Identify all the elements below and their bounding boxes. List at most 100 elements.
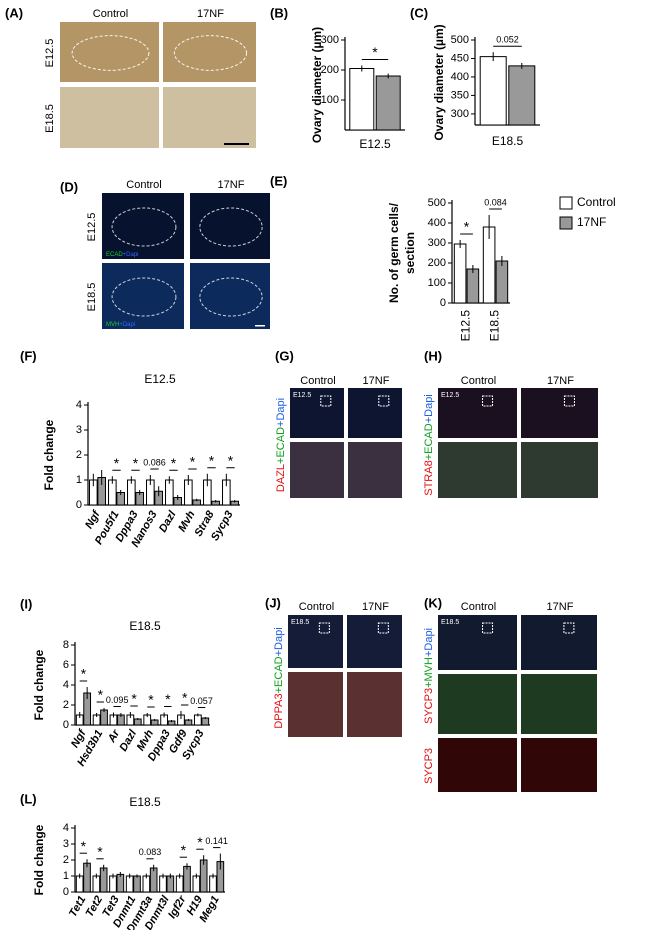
- chart-title: E12.5: [144, 372, 176, 386]
- zoom-box: [482, 395, 494, 407]
- significance-label: *: [181, 842, 187, 858]
- y-tick-label: 2: [76, 449, 82, 461]
- bar: [116, 873, 125, 893]
- panel-label: (L): [20, 791, 37, 806]
- y-tick-label: 2: [63, 699, 69, 711]
- significance-label: *: [133, 455, 139, 471]
- y-tick-label: 0: [63, 719, 69, 731]
- column-header: 17NF: [547, 601, 574, 613]
- significance-label: 0.095: [106, 695, 129, 705]
- y-axis-label: Fold change: [42, 419, 56, 490]
- stain-label: ECAD+Dapi: [106, 252, 139, 258]
- stain-label: DAZL+ECAD+Dapi: [275, 398, 287, 492]
- zoom-box: [318, 622, 330, 634]
- micrograph-image: [521, 442, 598, 498]
- y-tick-label: 200: [428, 257, 446, 269]
- y-tick-label: 0: [76, 499, 82, 511]
- column-header: 17NF: [197, 8, 224, 20]
- significance-label: 0.057: [190, 696, 213, 706]
- significance-label: 0.084: [484, 197, 507, 207]
- significance-label: *: [464, 219, 470, 235]
- legend-swatch: [559, 216, 573, 230]
- stain-label: SYCP3+MVH+Dapi: [423, 628, 435, 724]
- y-tick-label: 400: [428, 217, 446, 229]
- bar: [453, 243, 467, 304]
- bar: [99, 867, 108, 893]
- y-tick-label: 100: [321, 94, 339, 106]
- stain-part: STRA8: [423, 460, 435, 495]
- micrograph-image: [438, 388, 517, 438]
- x-tick-label: E18.5: [492, 134, 524, 148]
- micrograph-image: [521, 738, 597, 792]
- zoom-box: [377, 622, 389, 634]
- zoom-box: [563, 622, 575, 634]
- y-tick-label: 500: [428, 197, 446, 209]
- x-tick-label: E12.5: [459, 310, 473, 342]
- y-tick-label: 300: [428, 237, 446, 249]
- stain-part: SYCP3: [423, 688, 435, 724]
- y-tick-label: 6: [63, 659, 69, 671]
- stain-part: +MVH: [423, 657, 435, 688]
- stain-part: +Dapi: [423, 394, 435, 423]
- significance-label: *: [98, 687, 104, 703]
- significance-label: *: [81, 666, 87, 682]
- legend-label: 17NF: [577, 215, 606, 229]
- stain-part: DAZL: [275, 464, 287, 492]
- inset-label: E18.5: [441, 619, 459, 626]
- row-label: E18.5: [86, 283, 98, 312]
- micrograph-image: [290, 442, 344, 498]
- column-header: Control: [461, 601, 496, 613]
- significance-label: *: [190, 454, 196, 470]
- y-tick-label: 100: [428, 277, 446, 289]
- significance-label: 0.086: [143, 457, 166, 467]
- micrograph-image: [438, 442, 517, 498]
- micrograph-image: [438, 738, 517, 792]
- column-header: Control: [299, 601, 334, 613]
- micrograph-image: [288, 672, 343, 737]
- stain-part: +Dapi: [275, 398, 287, 427]
- panel-label: (F): [20, 348, 37, 363]
- y-axis-label: Fold change: [32, 824, 46, 895]
- column-header: Control: [300, 375, 335, 387]
- panel-label: (J): [265, 595, 281, 610]
- stain-label: STRA8+ECAD+Dapi: [423, 394, 435, 496]
- bar: [349, 68, 375, 131]
- micrograph-image: [102, 193, 184, 259]
- micrograph-image: [163, 22, 256, 82]
- stain-part: +ECAD: [275, 427, 287, 464]
- stain-part: +ECAD: [423, 423, 435, 460]
- tissue-outline: [199, 277, 263, 317]
- significance-label: 0.141: [205, 836, 228, 846]
- column-header: 17NF: [362, 601, 389, 613]
- zoom-box: [378, 395, 390, 407]
- bar: [183, 865, 191, 893]
- y-axis-label: Fold change: [32, 649, 46, 720]
- significance-label: *: [372, 44, 378, 60]
- micrograph-image: [521, 674, 597, 734]
- micrograph-image: [190, 193, 270, 259]
- micrograph-image: [102, 263, 184, 329]
- y-tick-label: 500: [451, 34, 469, 46]
- panel-label: (D): [60, 179, 78, 194]
- panel-label: (A): [5, 5, 23, 20]
- bar: [100, 709, 108, 726]
- column-header: Control: [93, 8, 128, 20]
- micrograph-image: [438, 615, 517, 670]
- significance-label: *: [81, 838, 87, 854]
- micrograph-image: [521, 388, 598, 438]
- y-tick-label: 3: [76, 424, 82, 436]
- significance-label: *: [171, 455, 177, 471]
- y-tick-label: 4: [63, 822, 69, 834]
- y-tick-label: 0: [440, 297, 446, 309]
- stain-part: +Dapi: [273, 627, 285, 656]
- y-tick-label: 4: [63, 679, 69, 691]
- tissue-outline: [71, 35, 150, 71]
- column-header: Control: [126, 179, 161, 191]
- panel-label: (I): [20, 596, 32, 611]
- panel-label: (G): [275, 348, 294, 363]
- panel-label: (E): [270, 173, 287, 188]
- stain-part: +Dapi: [423, 628, 435, 657]
- y-tick-label: 400: [451, 71, 469, 83]
- bar: [508, 65, 536, 126]
